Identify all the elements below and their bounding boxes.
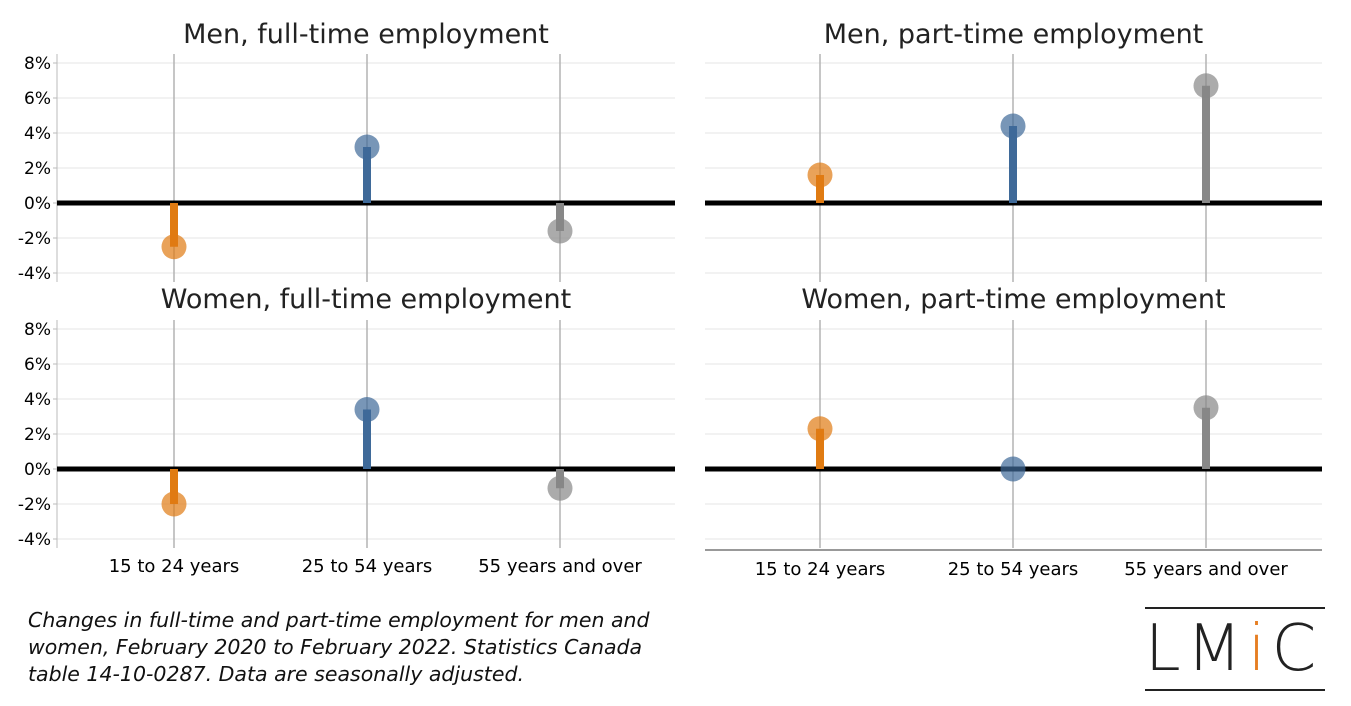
y-tick-label: 6% [24,355,51,375]
y-tick-label: 8% [24,320,51,340]
lollipop-dot [1000,113,1026,139]
lollipop-dot [807,162,833,188]
x-tick-label: 15 to 24 years [755,559,886,580]
y-tick-label: -4% [18,264,51,284]
y-tick-label: 4% [24,124,51,144]
logo-wordmark: LMiC [1145,612,1323,686]
lmic-logo: LMiC [1145,607,1325,691]
y-tick-label: 0% [24,194,51,214]
lollipop-stem [170,203,178,247]
lollipop-dot [1193,73,1219,99]
chart-caption: Changes in full-time and part-time emplo… [28,608,650,686]
lollipop-dot [1000,456,1026,482]
lollipop-stem [816,428,824,469]
x-tick-label: 15 to 24 years [109,556,240,577]
y-tick-label: 8% [24,54,51,74]
lollipop-dot [547,218,573,244]
panel-title: Men, full-time employment [183,19,549,50]
lollipop-stem [1202,407,1210,469]
logo-top-rule [1145,607,1325,609]
lollipop-stem [1202,85,1210,203]
panel-title: Men, part-time employment [824,19,1204,50]
lollipop-dot [354,134,380,160]
lollipop-dot [161,234,187,260]
lollipop-dot [807,416,833,442]
y-tick-label: 6% [24,89,51,109]
panel-title: Women, part-time employment [801,284,1225,315]
x-tick-label: 55 years and over [1124,559,1288,580]
chart-panel-3: Women, full-time employment 8% 6% 4% 2% 0% -2%… [18,284,675,577]
lollipop-stem [1009,126,1017,203]
lollipop-stem [816,175,824,203]
lollipop-dot [354,397,380,422]
lollipop-dot [1193,395,1219,421]
chart-panel-1: Men, full-time employment 8% 6% 4% 2% 0% -2% -4… [18,19,675,284]
logo-bottom-rule [1145,689,1325,691]
x-tick-label: 25 to 54 years [302,556,433,577]
lollipop-dot [161,491,187,517]
y-tick-label: -2% [18,229,51,249]
x-tick-label: 55 years and over [478,556,642,577]
lollipop-stem [363,147,371,203]
y-tick-label: 0% [24,460,51,480]
y-tick-label: 4% [24,390,51,410]
y-tick-label: 2% [24,159,51,179]
lollipop-stem [170,469,178,504]
y-tick-label: -2% [18,495,51,515]
lollipop-dot [547,475,573,501]
chart-panel-2: Men, part-time employment [705,19,1322,282]
chart-panel-4: Women, part-time employment 15 to 24 year… [705,284,1322,580]
lollipop-stem [363,409,371,469]
panel-title: Women, full-time employment [161,284,571,315]
x-tick-label: 25 to 54 years [948,559,1079,580]
lollipop-stem [556,203,564,231]
y-tick-label: 2% [24,425,51,445]
y-tick-label: -4% [18,530,51,550]
